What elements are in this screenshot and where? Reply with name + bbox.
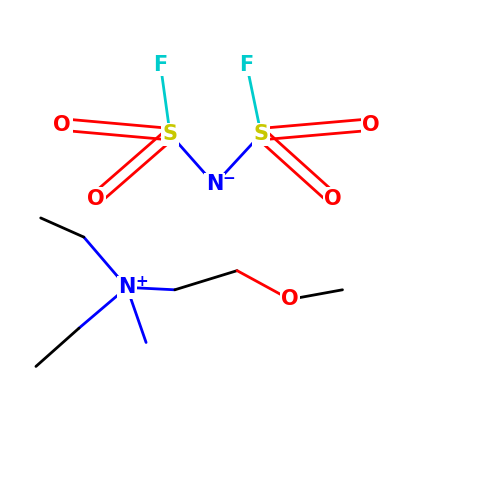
Text: N: N xyxy=(206,174,223,194)
Text: +: + xyxy=(135,274,148,289)
Text: N: N xyxy=(118,277,136,297)
Text: F: F xyxy=(153,55,168,75)
Text: O: O xyxy=(324,189,342,209)
Text: F: F xyxy=(240,55,254,75)
Text: −: − xyxy=(223,171,235,186)
Text: S: S xyxy=(162,124,178,144)
Text: O: O xyxy=(363,114,380,135)
Text: O: O xyxy=(54,114,71,135)
Text: S: S xyxy=(253,124,269,144)
Text: O: O xyxy=(281,289,298,309)
Text: O: O xyxy=(87,189,104,209)
